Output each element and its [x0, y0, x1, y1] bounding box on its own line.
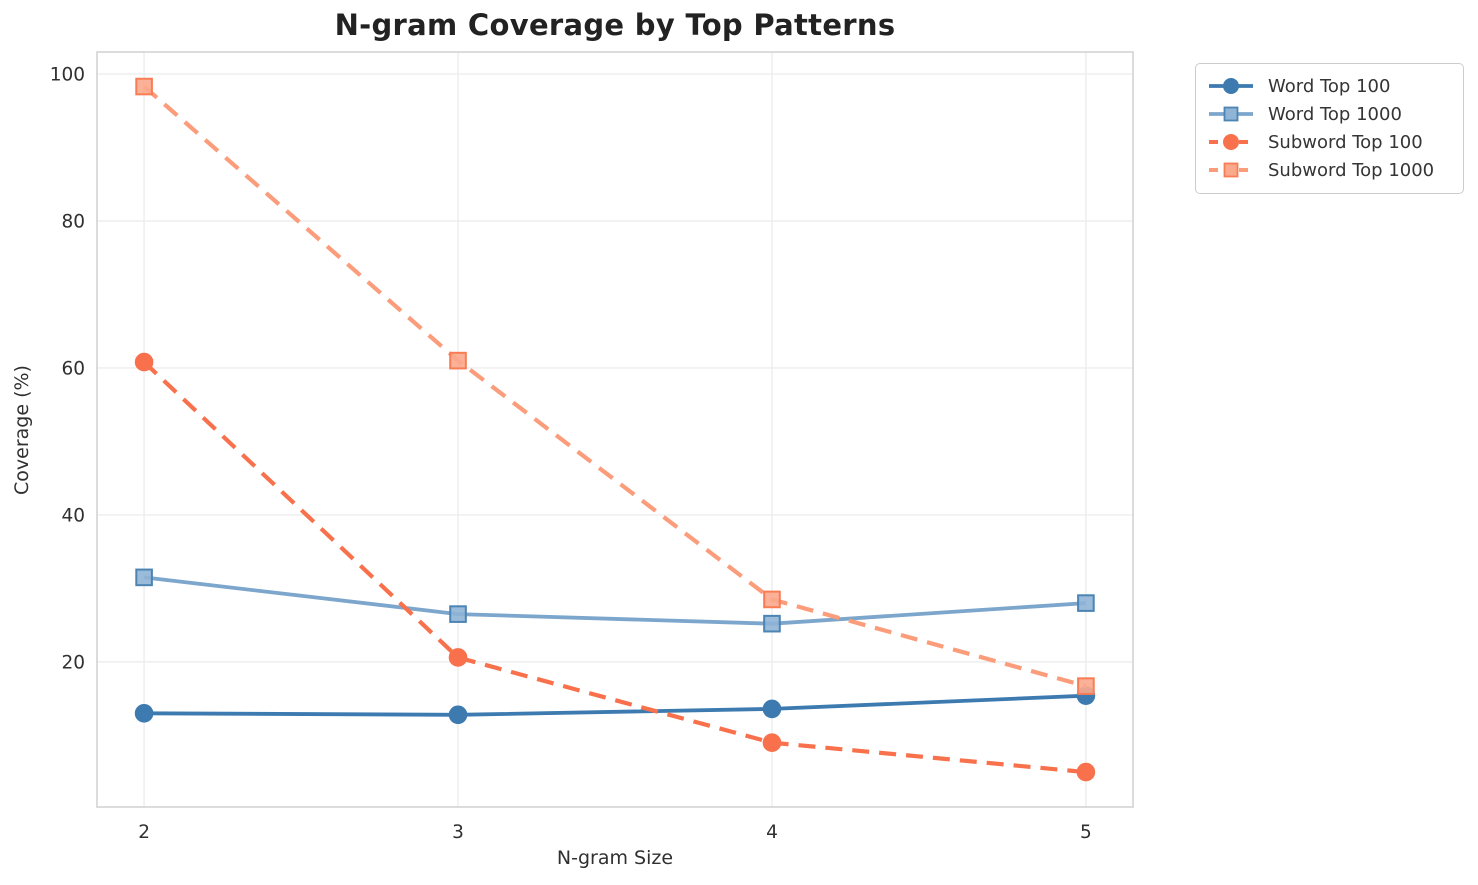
- legend-swatch-word-top-100: [1209, 78, 1253, 94]
- legend: Word Top 100 Word Top 1000 Subword Top 100…: [1195, 63, 1464, 194]
- data-point-word-top-100: [762, 699, 782, 719]
- legend-swatch-subword-top-100: [1209, 134, 1253, 150]
- legend-label-word-top-1000: Word Top 1000: [1268, 103, 1402, 125]
- legend-label-subword-top-1000: Subword Top 1000: [1268, 159, 1435, 181]
- data-point-subword-top-100: [448, 648, 468, 667]
- legend-label-subword-top-100: Subword Top 100: [1268, 131, 1423, 153]
- data-point-word-top-1000: [449, 605, 467, 623]
- data-point-word-top-1000: [1077, 594, 1095, 612]
- y-tick-label: 100: [50, 65, 85, 86]
- series-subword-top-1000: [135, 77, 1095, 695]
- x-tick-label: 3: [452, 822, 464, 843]
- y-tick-label: 40: [61, 505, 85, 526]
- series-line-word-top-1000: [143, 575, 1087, 626]
- data-point-subword-top-1000: [449, 351, 467, 370]
- data-point-word-top-100: [134, 704, 154, 723]
- series-line-word-top-100: [144, 693, 1086, 717]
- plot-border: [96, 51, 1134, 808]
- data-point-subword-top-1000: [763, 590, 781, 609]
- series-word-top-1000: [135, 568, 1095, 633]
- x-tick-label: 2: [138, 822, 150, 843]
- legend-item-word-top-100: Word Top 100: [1207, 72, 1453, 100]
- data-point-subword-top-1000: [135, 77, 153, 96]
- x-tick-label: 5: [1080, 822, 1092, 843]
- y-tick-label: 60: [61, 358, 85, 379]
- data-point-subword-top-100: [134, 352, 154, 372]
- series-word-top-100: [134, 686, 1096, 725]
- data-point-subword-top-100: [1076, 762, 1096, 782]
- chart-title: N-gram Coverage by Top Patterns: [334, 8, 896, 42]
- x-axis-label: N-gram Size: [556, 847, 674, 869]
- legend-label-word-top-100: Word Top 100: [1268, 75, 1391, 97]
- legend-item-word-top-1000: Word Top 1000: [1207, 100, 1453, 128]
- series-line-subword-top-1000: [142, 84, 1087, 689]
- gridlines: [97, 52, 1133, 807]
- y-tick-label: 20: [61, 652, 85, 673]
- legend-swatch-word-top-1000: [1209, 106, 1253, 122]
- series-subword-top-100: [134, 352, 1096, 782]
- y-axis-label: Coverage (%): [11, 365, 33, 495]
- legend-item-subword-top-100: Subword Top 100: [1207, 128, 1453, 156]
- legend-swatch-subword-top-1000: [1209, 162, 1253, 178]
- data-point-word-top-1000: [763, 614, 781, 633]
- legend-item-subword-top-1000: Subword Top 1000: [1207, 156, 1453, 184]
- data-point-subword-top-100: [762, 733, 782, 753]
- data-point-word-top-1000: [135, 568, 153, 587]
- x-tick-label: 4: [766, 822, 778, 843]
- data-point-word-top-100: [448, 705, 468, 725]
- y-tick-label: 80: [61, 212, 85, 233]
- data-point-subword-top-1000: [1077, 677, 1095, 695]
